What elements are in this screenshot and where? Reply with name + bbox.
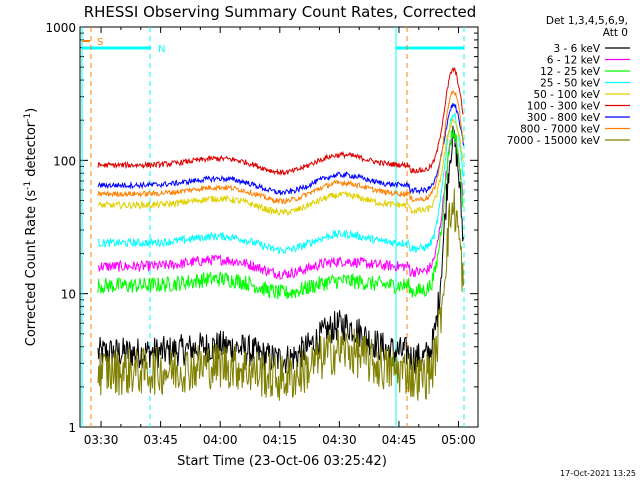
legend-header-1: Att 0 <box>603 27 628 39</box>
series-line-2 <box>97 128 464 300</box>
legend-label-1: 6 - 12 keV <box>547 55 601 67</box>
y-tick-label: 100 <box>53 154 76 168</box>
series-line-8 <box>97 188 464 401</box>
y-axis-label: Corrected Count Rate (s-1 detector-1) <box>23 108 39 346</box>
series-line-7 <box>97 89 464 204</box>
legend-label-2: 12 - 25 keV <box>540 66 601 78</box>
series-line-4 <box>97 118 464 216</box>
x-tick-label: 04:30 <box>322 433 357 447</box>
plot-frame <box>79 26 479 428</box>
y-axis: 1 10 100 1000 <box>45 21 478 435</box>
y-tick-label: 1000 <box>45 21 76 35</box>
flag-label-n: N <box>158 44 165 55</box>
y-tick-label: 1 <box>68 421 76 435</box>
legend-label-0: 3 - 6 keV <box>553 43 600 55</box>
series-line-0 <box>97 125 464 374</box>
x-tick-label: 05:00 <box>441 433 476 447</box>
y-tick-label: 10 <box>61 288 76 302</box>
footer-date: 17-Oct-2021 13:25 <box>560 469 636 478</box>
legend-label-5: 100 - 300 keV <box>527 101 601 113</box>
legend-label-8: 7000 - 15000 keV <box>507 135 601 147</box>
series-line-3 <box>97 112 464 255</box>
legend-label-7: 800 - 7000 keV <box>520 124 601 136</box>
flag-label-s: S <box>97 37 103 48</box>
legend-label-6: 300 - 800 keV <box>527 112 601 124</box>
legend-label-3: 25 - 50 keV <box>540 78 601 90</box>
series-line-5 <box>97 66 464 177</box>
chart-title: RHESSI Observing Summary Count Rates, Co… <box>84 3 477 21</box>
series-group <box>97 66 464 401</box>
x-tick-label: 04:00 <box>203 433 238 447</box>
x-tick-label: 04:45 <box>382 433 417 447</box>
legend-label-4: 50 - 100 keV <box>533 89 600 101</box>
x-tick-label: 04:15 <box>262 433 297 447</box>
series-line-6 <box>97 103 464 197</box>
legend-header-0: Det 1,3,4,5,6,9, <box>546 15 628 27</box>
series-line-1 <box>97 132 464 280</box>
x-axis-label: Start Time (23-Oct-06 03:25:42) <box>177 454 387 469</box>
x-tick-label: 03:30 <box>84 433 119 447</box>
x-axis: 03:30 03:45 04:00 04:15 04:30 04:45 05:00 <box>84 27 476 447</box>
x-tick-label: 03:45 <box>143 433 178 447</box>
